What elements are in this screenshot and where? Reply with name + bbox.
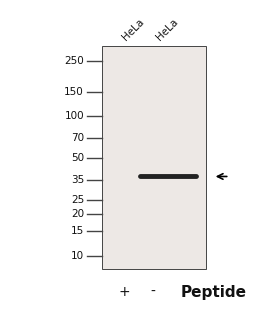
Text: 35: 35 [71,175,84,185]
Text: HeLa: HeLa [154,17,179,43]
Text: 150: 150 [64,87,84,97]
Text: 25: 25 [71,195,84,205]
Text: 20: 20 [71,209,84,219]
Text: -: - [150,285,155,299]
Text: 50: 50 [71,153,84,163]
Text: HeLa: HeLa [120,17,146,43]
Text: +: + [119,285,130,299]
Text: 10: 10 [71,251,84,261]
Text: 250: 250 [64,56,84,66]
Text: Peptide: Peptide [181,285,247,300]
Text: 70: 70 [71,133,84,143]
Bar [102,46,206,269]
Text: 15: 15 [71,226,84,236]
Text: 100: 100 [64,111,84,121]
